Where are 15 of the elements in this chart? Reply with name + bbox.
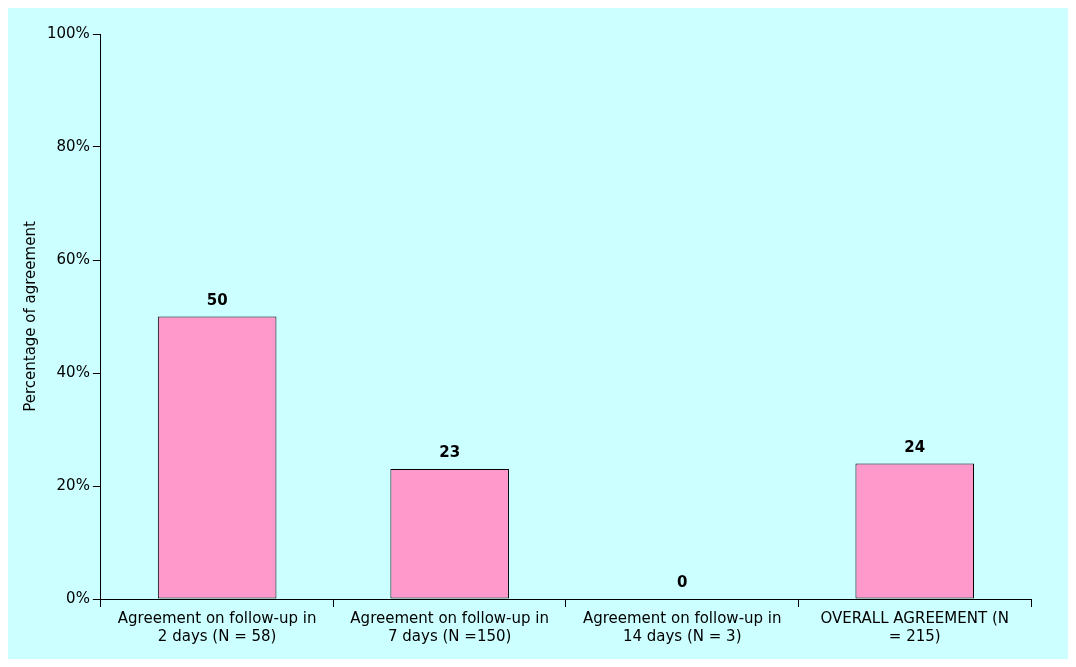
y-tick-label: 40% [56,362,90,381]
y-tick-label: 100% [46,23,90,42]
data-label: 24 [904,437,926,456]
data-label: 50 [206,290,228,309]
y-tick-label: 20% [56,475,90,494]
y-tick-label: 0% [66,588,90,607]
data-label: 0 [676,573,688,592]
x-tick-label: Agreement on follow-up in 2 days (N = 58) [117,608,317,645]
y-tick-label: 80% [56,136,90,155]
x-tick-label: Agreement on follow-up in 14 days (N = 3) [582,608,782,645]
x-tick-label: OVERALL AGREEMENT (N = 215) [820,608,1009,645]
data-label: 23 [439,443,461,462]
y-axis-title: Percentage of agreement [20,221,39,412]
x-tick-label: Agreement on follow-up in 7 days (N =150) [350,608,550,645]
y-tick-label: 60% [56,249,90,268]
